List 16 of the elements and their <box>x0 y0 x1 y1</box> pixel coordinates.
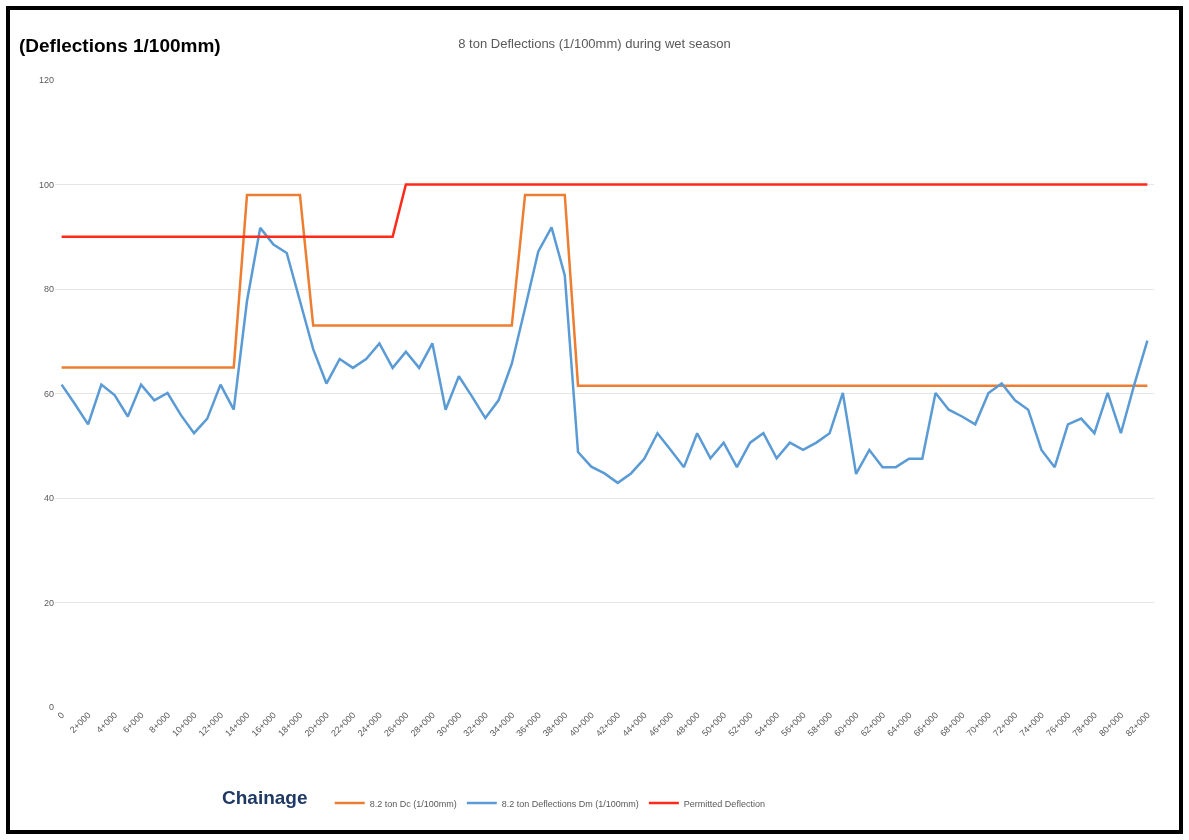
y-tick-label: 0 <box>48 702 54 713</box>
chart-title: 8 ton Deflections (1/100mm) during wet season <box>458 35 731 51</box>
y-tick-label: 100 <box>38 179 54 190</box>
y-tick-label: 80 <box>43 284 54 295</box>
y-axis-title: (Deflections 1/100mm) <box>19 35 221 56</box>
legend-label: 8.2 ton Deflections Dm (1/100mm) <box>501 798 639 809</box>
y-tick-label: 60 <box>43 388 54 399</box>
y-tick-label: 120 <box>38 75 54 86</box>
legend-label: Permitted Deflection <box>683 798 765 809</box>
y-tick-label: 20 <box>43 597 54 608</box>
line-series <box>60 226 1149 485</box>
legend-label: 8.2 ton Dc (1/100mm) <box>369 798 457 809</box>
y-tick-label: 40 <box>43 493 54 504</box>
line-series <box>60 193 1149 387</box>
x-axis-title: Chainage <box>222 787 308 808</box>
x-tick-label: 0 <box>55 710 67 721</box>
